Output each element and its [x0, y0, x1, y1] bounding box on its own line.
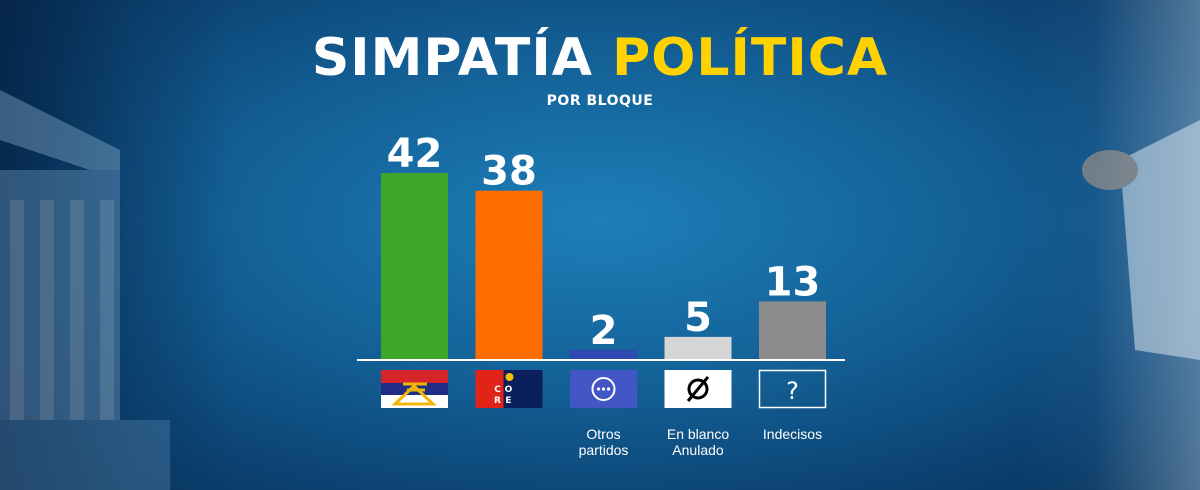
chart-title: SIMPATÍA POLÍTICA: [0, 28, 1200, 88]
category-label-4: En blanco: [667, 426, 729, 442]
core-letter: C: [494, 385, 501, 395]
category-label-3: Otros: [586, 426, 620, 442]
empty-set-icon: [664, 370, 732, 408]
core-letter: R: [494, 396, 501, 406]
title-part-white: SIMPATÍA: [311, 28, 593, 88]
bar-value-label-1: 42: [387, 131, 443, 177]
chart-subtitle: POR BLOQUE: [546, 93, 654, 109]
ballot-hand-icon: [1082, 120, 1200, 360]
category-label-5: Indecisos: [763, 426, 822, 442]
category-label-4: Anulado: [672, 442, 724, 458]
bar-value-label-2: 38: [481, 149, 537, 195]
bar-4: [664, 336, 732, 359]
bar-3: [570, 350, 637, 359]
bar-2: [475, 190, 543, 359]
congress-building-icon: [0, 90, 170, 490]
background-building-panel: [0, 0, 230, 490]
more-dots-icon: [570, 370, 637, 408]
category-label-3: partidos: [579, 442, 629, 458]
bar-value-label-4: 5: [684, 295, 712, 341]
core-letter: O: [505, 385, 513, 395]
coalicion-republicana-flag-icon: C OR E: [475, 370, 543, 408]
bar-1: [381, 173, 448, 359]
core-letter: E: [505, 396, 511, 406]
question-mark-icon: ?: [758, 369, 827, 409]
question-mark-text: ?: [786, 377, 799, 405]
bar-5: [759, 301, 826, 359]
title-part-yellow: POLÍTICA: [612, 28, 889, 88]
frente-amplio-flag-icon: [381, 370, 448, 408]
bar-value-label-3: 2: [590, 308, 618, 354]
bar-value-label-5: 13: [765, 259, 821, 305]
